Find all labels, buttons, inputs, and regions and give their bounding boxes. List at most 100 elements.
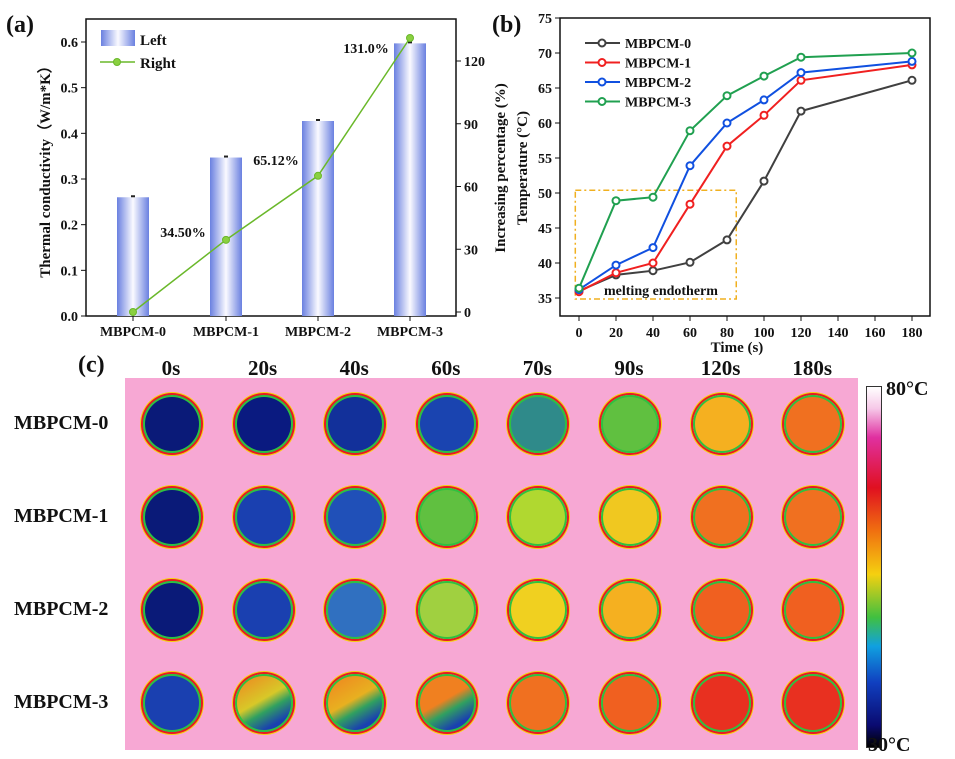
sample-disk (326, 581, 385, 639)
thermal-image-mbpcm-2-180s (766, 564, 859, 657)
series-point-mbpcm-2 (907, 56, 917, 66)
sample-disk (234, 488, 293, 546)
time-label: 120s (700, 356, 741, 380)
sample-disk (417, 395, 476, 453)
chart-b-ytick-label: 60 (538, 117, 552, 132)
thermal-image-mbpcm-2-120s (674, 564, 767, 657)
sample-disk (601, 395, 659, 453)
chart-a-ytick-label: 0.6 (61, 36, 79, 51)
chart-b-annotation: melting endotherm (604, 284, 718, 299)
thermal-image-mbpcm-2-40s (308, 564, 401, 657)
percentage-annotation: 34.50% (160, 226, 206, 241)
chart-a-xtick-label: MBPCM-1 (193, 325, 259, 340)
series-point-mbpcm-2 (722, 118, 732, 128)
chart-a-ytick-right-label: 60 (464, 181, 478, 196)
series-point-mbpcm-2 (685, 161, 695, 171)
time-label: 70s (522, 356, 552, 380)
sample-disk (784, 488, 843, 546)
legend-label-mbpcm-0: MBPCM-0 (625, 37, 691, 52)
series-point-mbpcm-3 (574, 283, 584, 293)
series-point-mbpcm-2 (796, 68, 806, 78)
sample-disk (417, 674, 476, 732)
right-series-point (406, 33, 414, 42)
chart-b-xtick-label: 40 (646, 326, 660, 341)
percentage-annotation: 131.0% (343, 42, 389, 57)
sample-disk (692, 395, 751, 453)
chart-b-xlabel: Time (s) (711, 340, 764, 356)
thermal-image-mbpcm-2-70s (491, 564, 584, 657)
sample-disk (509, 674, 568, 732)
time-label: 40s (339, 356, 369, 380)
series-point-mbpcm-3 (611, 196, 621, 206)
sample-disk (326, 674, 385, 732)
time-label: 60s (431, 356, 461, 380)
thermal-image-mbpcm-1-180s (766, 471, 859, 564)
thermal-image-mbpcm-3-40s (308, 657, 401, 750)
legend-line-marker (113, 58, 121, 66)
chart-a-ytick-right-label: 90 (464, 118, 478, 133)
thermal-image-mbpcm-1-60s (399, 471, 492, 564)
chart-a-ylabel: Thermal conductivity（W/m*K） (36, 58, 54, 278)
series-point-mbpcm-3 (759, 71, 769, 81)
thermal-image-mbpcm-0-70s (491, 378, 584, 471)
legend-bar-swatch (101, 30, 135, 46)
sample-disk (326, 488, 385, 546)
sample-disk (417, 581, 476, 639)
sample-label: MBPCM-1 (14, 505, 109, 527)
chart-a-ytick-label: 0.4 (61, 127, 79, 142)
series-point-mbpcm-2 (759, 95, 769, 105)
sample-disk (234, 581, 293, 639)
sample-disk (143, 395, 201, 453)
right-series-point (129, 308, 137, 316)
thermal-image-mbpcm-3-90s (583, 657, 675, 750)
series-point-mbpcm-0 (685, 257, 695, 267)
chart-a-xtick-label: MBPCM-3 (377, 325, 443, 340)
chart-b-ytick-label: 45 (538, 222, 552, 237)
legend-label-mbpcm-3: MBPCM-3 (625, 96, 691, 111)
chart-a-legend-left: Left (140, 33, 167, 49)
right-series-point (222, 235, 230, 244)
legend-marker-mbpcm-2 (597, 77, 607, 87)
colorbar-max-label: 80°C (886, 378, 929, 400)
series-point-mbpcm-0 (759, 176, 769, 186)
sample-disk (784, 674, 843, 732)
thermal-image-mbpcm-3-60s (399, 657, 492, 750)
thermal-image-mbpcm-0-20s (216, 378, 309, 471)
chart-a-xtick-label: MBPCM-2 (285, 325, 351, 340)
series-point-mbpcm-0 (722, 235, 732, 245)
sample-disk (784, 581, 843, 639)
legend-label-mbpcm-1: MBPCM-1 (625, 57, 691, 72)
chart-b-ytick-label: 70 (538, 47, 552, 62)
chart-a-ytick-label: 0.1 (61, 264, 79, 279)
sample-disk (601, 488, 659, 546)
series-point-mbpcm-3 (796, 52, 806, 62)
percentage-annotation: 65.12% (253, 154, 299, 169)
series-point-mbpcm-1 (648, 258, 658, 268)
sample-disk (692, 488, 751, 546)
thermal-image-mbpcm-0-60s (399, 378, 492, 471)
series-point-mbpcm-0 (907, 75, 917, 85)
thermal-image-mbpcm-0-40s (308, 378, 401, 471)
series-point-mbpcm-0 (796, 106, 806, 116)
series-line-mbpcm-1 (578, 63, 913, 293)
chart-b-ylabel: Temperature (°C) (515, 111, 531, 225)
series-point-mbpcm-3 (648, 192, 658, 202)
sample-label: MBPCM-2 (14, 598, 109, 620)
series-point-mbpcm-2 (648, 243, 658, 253)
thermal-image-mbpcm-1-20s (216, 471, 309, 564)
thermal-image-mbpcm-1-90s (583, 471, 675, 564)
sample-disk (692, 581, 751, 639)
legend-marker-mbpcm-1 (597, 58, 607, 67)
sample-disk (143, 488, 201, 546)
sample-disk (692, 674, 751, 732)
thermal-image-mbpcm-2-90s (583, 564, 675, 657)
chart-a-ytick-right-label: 120 (464, 55, 485, 70)
chart-b-ytick-label: 50 (538, 187, 552, 202)
chart-a-legend-right: Right (140, 56, 176, 72)
time-label: 90s (614, 356, 644, 380)
chart-b-ytick-label: 35 (538, 292, 552, 307)
chart-a-ytick-right-label: 30 (464, 243, 478, 258)
thermal-image-mbpcm-3-180s (766, 657, 859, 750)
sample-disk (509, 488, 568, 546)
